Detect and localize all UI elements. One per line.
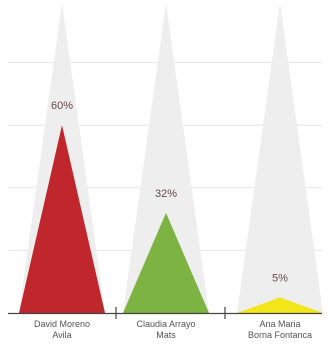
category-label-1-line-2: Avila: [52, 330, 71, 340]
category-label-3: Ana Maria Borna Fontanca: [248, 319, 312, 340]
bar-3: [237, 297, 323, 313]
bar-2: [123, 212, 209, 313]
category-label-3-line-1: Ana Maria: [259, 319, 300, 329]
bars: [19, 125, 323, 313]
background-peak-2: [123, 3, 209, 313]
category-label-3-line-2: Borna Fontanca: [248, 330, 312, 340]
category-label-1-line-1: David Moreno: [34, 319, 90, 329]
category-label-2-line-2: Mats: [156, 330, 176, 340]
x-axis: [8, 307, 322, 319]
value-labels: 60% 32% 5%: [51, 100, 288, 284]
category-label-2-line-1: Claudia Arrayo: [136, 319, 195, 329]
bar-1: [19, 125, 105, 313]
value-label-3: 5%: [272, 272, 288, 284]
background-peak-3: [237, 3, 323, 313]
value-label-2: 32%: [155, 188, 177, 200]
category-labels: David Moreno Avila Claudia Arrayo Mats Ana M…: [34, 319, 312, 340]
category-label-2: Claudia Arrayo Mats: [136, 319, 195, 340]
value-label-1: 60%: [51, 100, 73, 112]
category-label-1: David Moreno Avila: [34, 319, 90, 340]
